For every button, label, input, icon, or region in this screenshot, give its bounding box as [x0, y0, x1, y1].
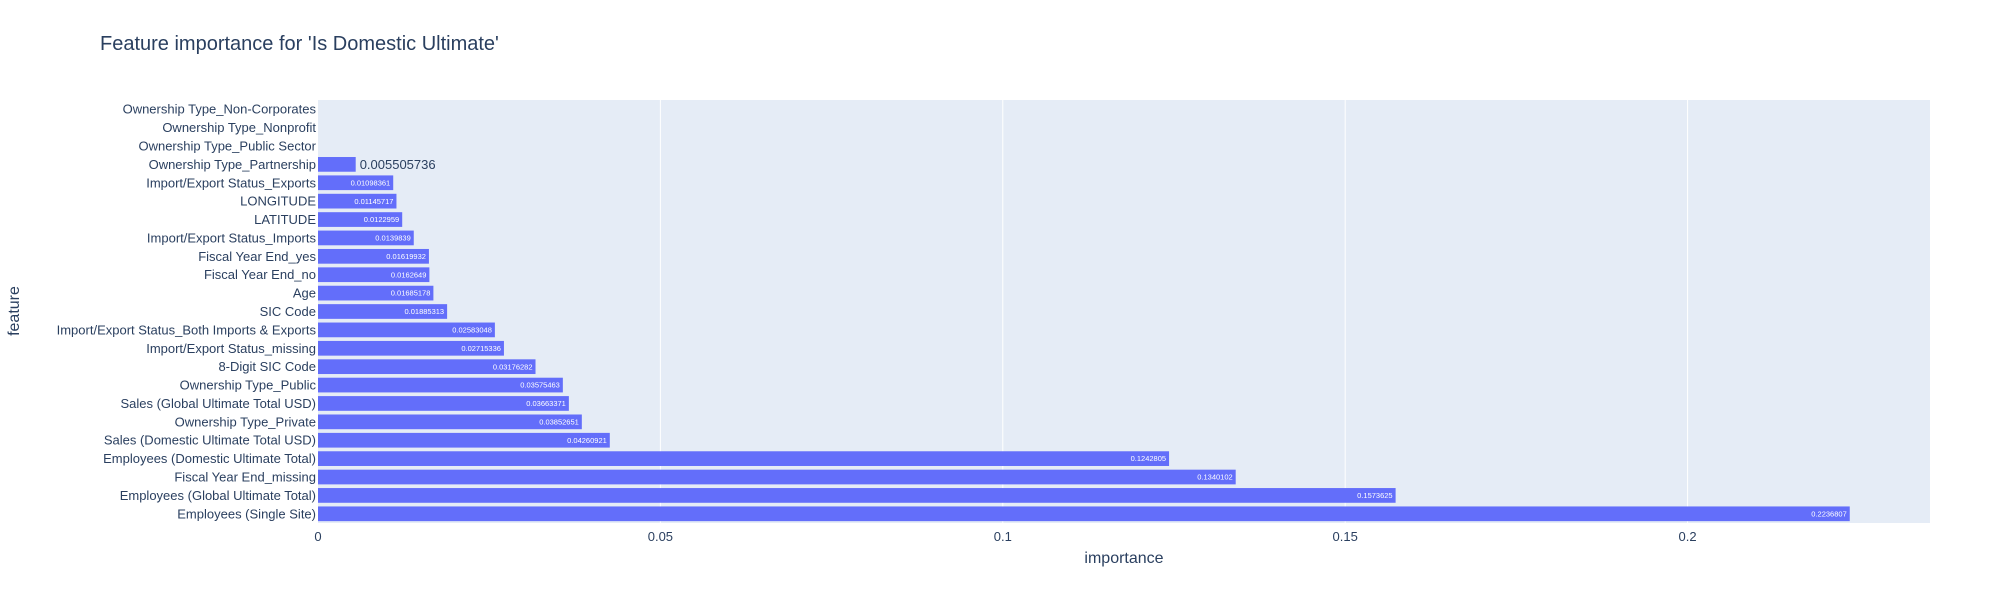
bar [318, 451, 1170, 466]
bar-value-label: 0.02583048 [452, 325, 492, 334]
y-tick-label: Sales (Domestic Ultimate Total USD) [104, 433, 316, 448]
x-tick-label: 0 [314, 529, 321, 544]
y-tick-label: Employees (Global Ultimate Total) [120, 488, 316, 503]
y-tick-label: LATITUDE [254, 212, 316, 227]
y-tick-labels: Ownership Type_Non-Corporates Ownership T… [57, 102, 317, 522]
bar [318, 322, 495, 338]
bar-value-label: 0.01098361 [351, 178, 391, 187]
y-tick-label: Import/Export Status_Exports [146, 175, 316, 190]
y-tick-label: LONGITUDE [240, 194, 316, 209]
y-tick-label: Fiscal Year End_missing [174, 470, 316, 485]
chart-title: Feature importance for 'Is Domestic Ulti… [100, 33, 499, 55]
bar-value-label: 0.03176282 [493, 362, 533, 371]
bar-value-label: 0.005505736 [360, 157, 436, 172]
x-tick-label: 0.05 [648, 529, 673, 544]
y-tick-label: Ownership Type_Private [175, 414, 316, 429]
bar [318, 469, 1236, 485]
bar [318, 340, 504, 356]
bar [318, 212, 403, 227]
y-tick-label: Fiscal Year End_yes [198, 249, 316, 264]
bar [318, 285, 434, 301]
bar [318, 193, 397, 209]
bar-value-label: 0.04260921 [567, 436, 607, 445]
bar [318, 304, 448, 319]
bar-value-label: 0.1573625 [1357, 491, 1392, 500]
y-tick-label: Ownership Type_Public Sector [138, 138, 316, 153]
y-tick-label: Import/Export Status_Both Imports & Expo… [57, 322, 317, 337]
bar [318, 359, 536, 375]
y-tick-label: Employees (Single Site) [177, 506, 316, 521]
bar-value-label: 0.03852651 [539, 417, 579, 426]
data-labels: 0.005505736 0.01098361 0.01145717 0.0122959… [351, 157, 1847, 519]
bar [318, 488, 1396, 503]
bar-value-label: 0.1340102 [1197, 473, 1232, 482]
bar-value-label: 0.0122959 [364, 215, 399, 224]
bar-value-label: 0.01685178 [391, 289, 431, 298]
bar [318, 157, 356, 172]
bar [318, 175, 394, 191]
y-tick-label: Fiscal Year End_no [204, 267, 316, 282]
y-axis-title: feature [6, 286, 23, 336]
y-tick-label: Sales (Global Ultimate Total USD) [120, 396, 316, 411]
y-tick-label: Ownership Type_Partnership [149, 157, 316, 172]
y-tick-label: Ownership Type_Nonprofit [162, 120, 316, 135]
bar [318, 506, 1850, 522]
bar-value-label: 0.01885313 [404, 307, 444, 316]
y-tick-label: Ownership Type_Non-Corporates [123, 102, 317, 117]
bar [318, 432, 610, 448]
x-tick-label: 0.15 [1333, 529, 1358, 544]
bar-value-label: 0.02715336 [461, 344, 501, 353]
y-tick-label: 8-Digit SIC Code [218, 359, 316, 374]
bar-value-label: 0.0162649 [391, 270, 426, 279]
bar [318, 248, 429, 264]
bar-value-label: 0.03663371 [526, 399, 566, 408]
x-tick-label: 0.1 [994, 529, 1012, 544]
y-tick-label: SIC Code [260, 304, 316, 319]
y-tick-label: Import/Export Status_missing [146, 341, 316, 356]
y-tick-label: Employees (Domestic Ultimate Total) [103, 451, 316, 466]
y-tick-label: Age [293, 286, 316, 301]
bars [318, 157, 1850, 522]
y-tick-label: Import/Export Status_Imports [147, 230, 317, 245]
bar-value-label: 0.1242805 [1131, 454, 1166, 463]
bar [318, 267, 430, 283]
bar-value-label: 0.2236807 [1811, 509, 1846, 518]
x-axis-title: importance [1084, 550, 1163, 567]
bar [318, 230, 414, 246]
bar-value-label: 0.03575463 [520, 381, 560, 390]
bar-value-label: 0.01145717 [354, 197, 393, 206]
bar [318, 377, 563, 393]
bar-value-label: 0.0139839 [375, 234, 410, 243]
x-tick-label: 0.2 [1679, 529, 1697, 544]
x-tick-labels: 0 0.05 0.1 0.15 0.2 [314, 529, 1696, 544]
bar [318, 414, 582, 430]
bar-value-label: 0.01619932 [386, 252, 426, 261]
bar [318, 396, 569, 411]
y-tick-label: Ownership Type_Public [180, 378, 317, 393]
